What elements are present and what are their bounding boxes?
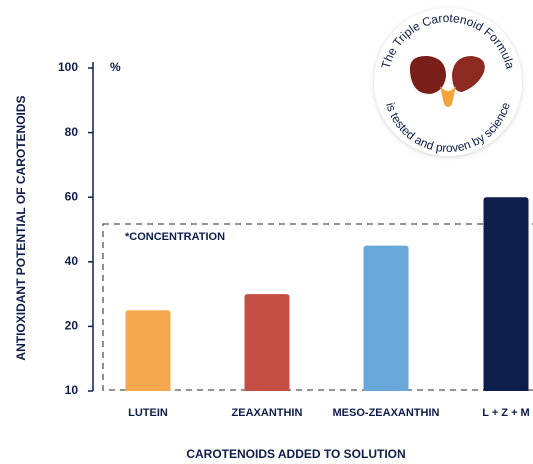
x-tick-label: LUTEIN xyxy=(128,407,168,419)
bar xyxy=(126,310,171,391)
y-tick-label: 10 xyxy=(65,383,79,397)
badge-circle xyxy=(374,8,522,156)
y-tick-label: 60 xyxy=(65,189,79,203)
bar xyxy=(245,294,290,391)
y-tick-label: 80 xyxy=(65,125,79,139)
y-axis-title: ANTIOXIDANT POTENTIAL OF CAROTENOIDS xyxy=(14,95,28,360)
y-tick-label: 20 xyxy=(65,319,79,333)
bar xyxy=(364,246,409,391)
x-axis-title: CAROTENOIDS ADDED TO SOLUTION xyxy=(186,447,405,461)
chart: *CONCENTRATION % ANTIOXIDANT POTENTIAL O… xyxy=(0,0,533,464)
y-tick-label: 40 xyxy=(65,254,79,268)
annotation: *CONCENTRATION xyxy=(125,231,225,243)
x-tick-label: L + Z + M xyxy=(482,407,529,419)
bar xyxy=(484,197,529,391)
y-unit: % xyxy=(110,60,121,74)
x-tick-label: MESO-ZEAXANTHIN xyxy=(333,407,440,419)
x-tick-label: ZEAXANTHIN xyxy=(232,407,303,419)
badge: The Triple Carotenoid Formula is tested … xyxy=(374,8,522,156)
y-tick-label: 100 xyxy=(58,60,78,74)
